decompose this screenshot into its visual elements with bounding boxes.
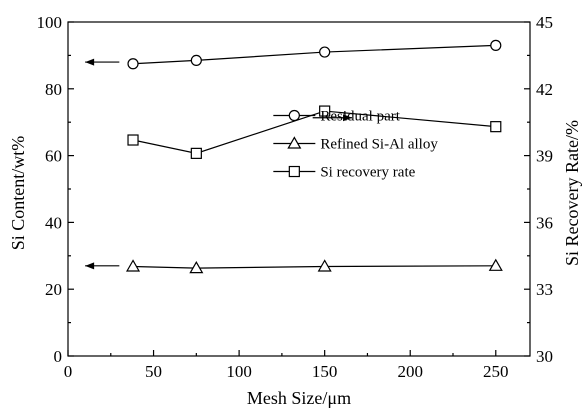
legend-label: Refined Si-Al alloy [320,137,438,153]
series-lines [132,44,496,269]
legend-marker [287,136,302,149]
arrow-recovery-to-right-axis-head [343,114,353,122]
series-line-si-recovery-rate [132,110,496,154]
data-point-si-recovery-rate [490,121,502,133]
data-point-residual-part [490,39,502,51]
legend-marker [288,165,300,178]
y-left-tick-label: 80 [45,80,62,99]
data-point-si-recovery-rate [319,105,331,117]
y-right-tick-label: 36 [536,213,553,232]
y-left-tick-label: 60 [45,147,62,166]
y-left-tick-label: 100 [37,13,63,32]
plot-frame [67,21,531,357]
data-point-refined-si-al-alloy [125,259,141,272]
plot-area-border [67,21,531,357]
y-left-axis-title: Si Content/wt% [8,136,28,251]
x-tick-label: 200 [397,362,423,381]
y-right-tick-label: 30 [536,347,553,366]
data-point-si-recovery-rate [127,134,139,146]
data-point-residual-part [127,58,139,70]
y-left-tick-label: 20 [45,280,62,299]
series-line-refined-si-al-alloy [133,265,496,269]
x-axis-title: Mesh Size/μm [247,388,351,408]
y-right-tick-label: 42 [536,80,553,99]
y-right-axis-title: Si Recovery Rate/% [562,120,582,266]
x-tick-label: 0 [64,362,73,381]
legend-label: Residual part [320,109,400,125]
legend-marker [288,109,300,122]
y-left-tick-label: 40 [45,213,62,232]
y-left-tick-label: 0 [54,347,63,366]
y-right-tick-label: 33 [536,280,553,299]
x-tick-label: 100 [226,362,252,381]
data-point-residual-part [319,46,331,58]
data-point-refined-si-al-alloy [189,260,204,274]
annotations [85,58,353,270]
x-tick-label: 150 [312,362,338,381]
x-tick-label: 250 [483,362,509,381]
ticks [67,21,530,357]
arrow-residual-to-left-axis-head [85,58,95,66]
y-right-tick-label: 39 [536,147,553,166]
legend-label: Si recovery rate [320,165,415,181]
arrow-alloy-to-left-axis-head [85,262,95,270]
data-point-refined-si-al-alloy [488,258,503,271]
tick-labels: 0 50 100 150 200 250 0 20 40 60 80 100 30 33 36 39 42 45 [37,13,554,381]
data-point-si-recovery-rate [190,147,202,159]
legend: Residual part Refined Si-Al alloy Si recov… [273,109,438,181]
data-point-refined-si-al-alloy [317,259,332,272]
x-tick-label: 50 [145,362,162,381]
data-point-residual-part [190,54,202,67]
series-line-residual-part [132,44,496,65]
series-markers [125,39,503,274]
y-right-tick-label: 45 [536,13,553,32]
